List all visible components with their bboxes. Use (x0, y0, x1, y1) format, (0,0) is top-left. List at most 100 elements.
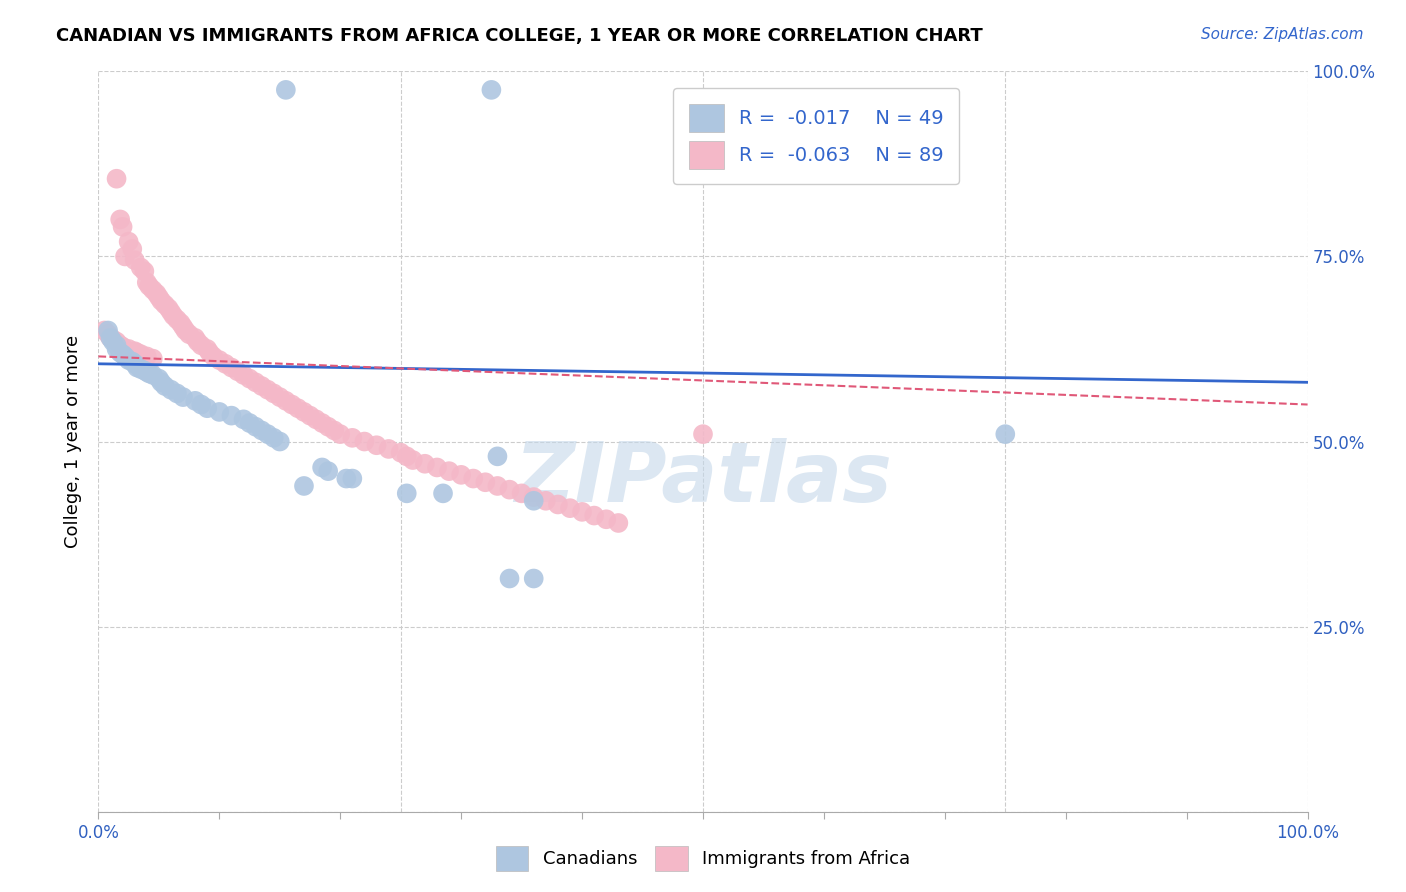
Point (299, 409, 322, 423)
Point (134, 264, 156, 278)
Point (135, 276, 157, 290)
Point (481, 83, 503, 97)
Legend: Canadians, Immigrants from Africa: Canadians, Immigrants from Africa (488, 838, 918, 879)
Point (245, 376, 267, 390)
Point (281, 398, 304, 412)
Point (221, 409, 243, 423)
Point (97, 324, 120, 338)
Point (342, 471, 364, 485)
Point (202, 350, 225, 364)
Point (101, 332, 124, 346)
Point (160, 383, 183, 397)
Point (187, 334, 209, 349)
Point (523, 493, 546, 508)
Point (111, 219, 134, 234)
Point (226, 364, 249, 378)
Point (97, 327, 120, 342)
Point (426, 460, 449, 475)
Point (114, 350, 136, 364)
Point (274, 393, 297, 408)
Point (366, 438, 388, 452)
Point (523, 572, 546, 586)
Point (342, 431, 364, 445)
Point (323, 424, 346, 438)
Point (118, 342, 141, 356)
Point (105, 334, 128, 349)
Point (135, 350, 157, 364)
Point (138, 279, 160, 293)
Point (583, 508, 606, 523)
Point (184, 331, 207, 345)
Point (135, 365, 157, 379)
Point (437, 464, 460, 478)
Point (198, 345, 221, 359)
Point (450, 467, 472, 482)
Point (274, 83, 297, 97)
Point (402, 453, 425, 467)
Point (208, 353, 231, 368)
Point (111, 340, 134, 354)
Point (142, 368, 165, 382)
Point (172, 319, 194, 334)
Point (263, 386, 285, 401)
Point (239, 416, 262, 430)
Point (245, 419, 267, 434)
Point (395, 450, 418, 464)
Point (534, 493, 557, 508)
Point (292, 405, 315, 419)
Point (221, 360, 243, 375)
Point (692, 427, 714, 442)
Point (129, 347, 152, 361)
Point (145, 286, 167, 301)
Point (195, 342, 218, 356)
Point (413, 457, 436, 471)
Point (486, 479, 509, 493)
Point (395, 486, 418, 500)
Point (148, 290, 170, 304)
Point (250, 424, 273, 438)
Point (190, 398, 212, 412)
Point (311, 416, 333, 430)
Point (100, 331, 122, 345)
Point (232, 368, 254, 382)
Point (239, 371, 262, 385)
Point (127, 360, 149, 375)
Point (335, 471, 357, 485)
Point (134, 363, 156, 377)
Text: CANADIAN VS IMMIGRANTS FROM AFRICA COLLEGE, 1 YEAR OR MORE CORRELATION CHART: CANADIAN VS IMMIGRANTS FROM AFRICA COLLE… (56, 27, 983, 45)
Point (179, 327, 201, 342)
Point (166, 312, 188, 326)
Point (208, 405, 231, 419)
Point (142, 283, 165, 297)
Point (195, 401, 218, 416)
Point (547, 498, 569, 512)
Point (305, 412, 328, 426)
Point (108, 338, 131, 352)
Point (311, 460, 333, 475)
Point (523, 490, 546, 504)
Point (571, 505, 593, 519)
Y-axis label: College, 1 year or more: College, 1 year or more (65, 335, 83, 548)
Point (316, 419, 339, 434)
Point (269, 434, 291, 449)
Point (250, 379, 273, 393)
Point (498, 483, 520, 497)
Point (157, 301, 180, 316)
Point (169, 316, 191, 330)
Point (174, 324, 197, 338)
Point (214, 357, 236, 371)
Text: ZIPatlas: ZIPatlas (515, 438, 891, 519)
Point (153, 297, 176, 311)
Point (127, 345, 149, 359)
Point (269, 390, 291, 404)
Point (121, 242, 143, 256)
Point (153, 379, 176, 393)
Point (256, 383, 278, 397)
Point (463, 471, 485, 485)
Point (108, 345, 131, 359)
Point (256, 427, 278, 442)
Point (232, 412, 254, 426)
Point (486, 450, 509, 464)
Point (558, 501, 581, 516)
Point (101, 334, 124, 349)
